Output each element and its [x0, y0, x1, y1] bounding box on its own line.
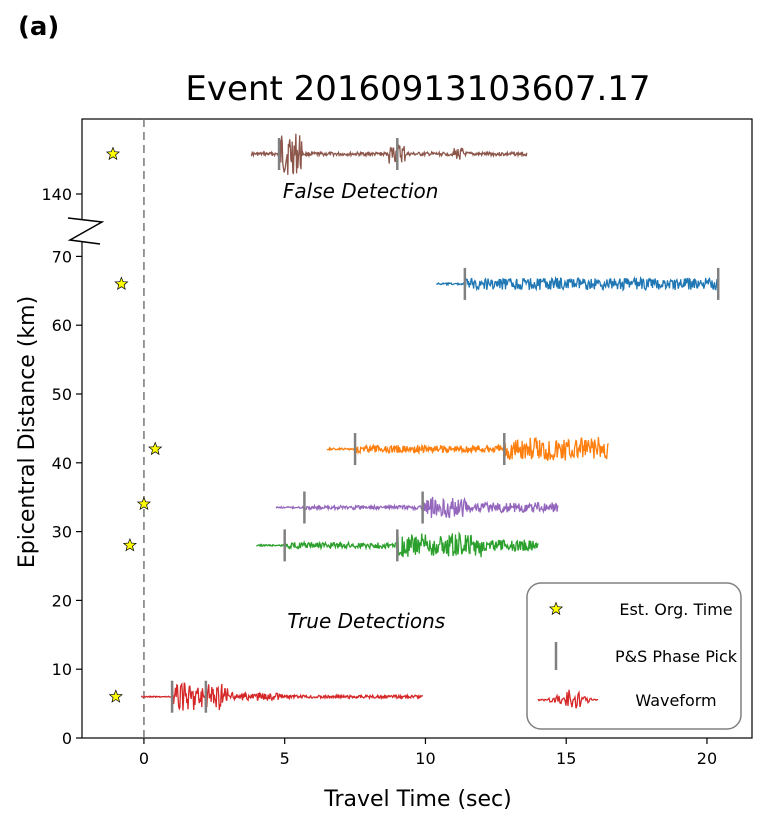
waveform-series — [326, 437, 609, 461]
x-tick-label: 20 — [697, 749, 717, 768]
y-tick-label: 60 — [52, 316, 72, 335]
origin-time-star — [136, 496, 152, 511]
waveform-series — [250, 133, 528, 175]
legend: Est. Org. Time P&S Phase Pick Waveform — [526, 582, 742, 730]
legend-label: P&S Phase Pick — [615, 647, 738, 666]
legend-box — [526, 582, 742, 730]
annotation-label: False Detection — [283, 179, 439, 203]
x-tick-label: 5 — [280, 749, 290, 768]
y-axis-title: Epicentral Distance (km) — [15, 296, 40, 568]
x-tick-label: 0 — [139, 749, 149, 768]
y-tick-label: 20 — [52, 591, 72, 610]
y-tick-label: 70 — [52, 247, 72, 266]
y-tick-label: 40 — [52, 454, 72, 473]
legend-label: Est. Org. Time — [619, 600, 732, 619]
origin-time-star — [148, 441, 163, 456]
origin-time-star — [108, 689, 123, 703]
plot-frame — [81, 118, 753, 739]
origin-time-star — [105, 146, 120, 161]
x-tick-label: 15 — [556, 749, 576, 768]
x-tick-label: 10 — [415, 749, 435, 768]
waveform-series — [436, 275, 719, 292]
legend-waveform-icon — [537, 689, 599, 709]
y-tick-label: 50 — [52, 385, 72, 404]
panel-label: (a) — [18, 12, 60, 42]
legend-label: Waveform — [635, 691, 716, 710]
x-axis-title: Travel Time (sec) — [323, 787, 511, 812]
origin-time-star — [122, 537, 137, 552]
axis-break-gap — [79, 219, 85, 241]
legend-star-icon — [548, 601, 564, 616]
annotation-label: True Detections — [287, 609, 445, 633]
origin-time-star — [114, 276, 129, 290]
y-tick-label: 30 — [52, 523, 72, 542]
axis-break-zigzag — [67, 217, 105, 245]
y-tick-label: 140 — [41, 185, 72, 204]
waveform-series — [275, 496, 559, 519]
y-tick-label: 10 — [52, 660, 72, 679]
chart-title: Event 20160913103607.17 — [185, 69, 650, 109]
waveform-series — [140, 682, 424, 711]
y-tick-label: 0 — [62, 729, 72, 748]
